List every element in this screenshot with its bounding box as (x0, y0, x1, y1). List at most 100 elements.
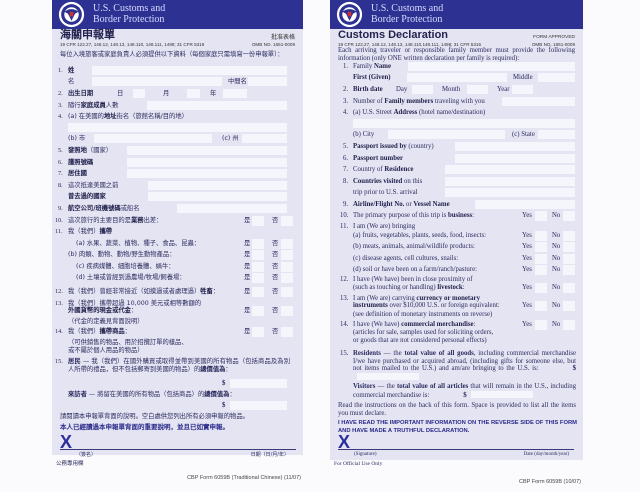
yes-checkbox[interactable] (252, 262, 264, 272)
no-checkbox[interactable] (563, 320, 575, 330)
no-checkbox[interactable] (281, 273, 293, 283)
yes-checkbox[interactable] (535, 254, 547, 264)
text-field[interactable] (92, 77, 222, 86)
bold-text: 家庭成員 (80, 102, 106, 109)
no-label: 否 (272, 288, 279, 295)
truthful-declaration-statement: I HAVE READ THE IMPORTANT INFORMATION ON… (338, 420, 577, 434)
bold-text: Family members (384, 98, 434, 105)
no-checkbox[interactable] (281, 239, 293, 249)
yes-checkbox[interactable] (535, 242, 547, 252)
no-checkbox[interactable] (281, 287, 293, 297)
no-checkbox[interactable] (281, 216, 293, 226)
text: 街名（旅館名稱/目的地） (116, 113, 188, 120)
no-checkbox[interactable] (563, 211, 575, 221)
text-field[interactable] (353, 119, 575, 128)
text-field[interactable] (388, 130, 505, 139)
text-field[interactable] (92, 66, 287, 75)
text-field[interactable] (127, 158, 287, 167)
question-number: 11. (55, 228, 63, 235)
text-field[interactable] (538, 73, 575, 82)
text-field[interactable] (68, 123, 287, 132)
yes-checkbox[interactable] (252, 250, 264, 260)
text-field[interactable] (475, 200, 575, 209)
no-checkbox[interactable] (563, 231, 575, 241)
text-field[interactable] (412, 85, 433, 94)
question-label: The primary purpose of this trip is busi… (353, 212, 474, 220)
text-field[interactable] (455, 154, 575, 163)
no-checkbox[interactable] (563, 242, 575, 252)
text-field[interactable] (177, 204, 287, 213)
text-field[interactable] (148, 192, 287, 201)
residents-value-field[interactable] (230, 379, 287, 388)
question-label: 我（我們）曾經非常接近（如摸過或者處理過）牲畜： (68, 288, 219, 296)
text-field[interactable] (407, 73, 507, 82)
no-checkbox[interactable] (281, 327, 293, 337)
header-band: U.S. Customs and Border Protection (52, 0, 303, 29)
text-field[interactable] (512, 85, 533, 94)
text-field[interactable] (455, 142, 575, 151)
question-label: (a) 水果、蔬菜、植物、種子、食品、昆蟲： (76, 240, 200, 248)
residents-value-field[interactable] (357, 372, 419, 380)
field-sublabel: Middle (513, 74, 533, 81)
no-checkbox[interactable] (563, 301, 575, 311)
text-field[interactable] (467, 85, 488, 94)
yes-checkbox[interactable] (252, 273, 264, 283)
visitors-value-field[interactable] (470, 390, 533, 398)
text-field[interactable] (242, 134, 287, 143)
bold-text: 攜帶商品 (99, 328, 125, 335)
no-checkbox[interactable] (281, 306, 293, 316)
text: traveling with you (433, 98, 485, 105)
question-label: (articles for sale, samples used for sol… (353, 329, 493, 337)
yes-checkbox[interactable] (252, 306, 264, 316)
text-field[interactable] (223, 89, 247, 98)
no-checkbox[interactable] (281, 262, 293, 272)
no-checkbox[interactable] (563, 265, 575, 275)
question-number: 4. (58, 113, 63, 120)
text-field[interactable] (147, 101, 287, 110)
text-field[interactable] (248, 77, 287, 86)
text-field[interactable] (502, 97, 575, 106)
form-instructions-intro: Each arriving traveler or responsible fa… (338, 47, 575, 62)
bold-text: 居住國 (68, 170, 87, 177)
text: trip prior to U.S. arrival (353, 189, 418, 196)
yes-checkbox[interactable] (535, 301, 547, 311)
text: — the (380, 350, 405, 357)
yes-checkbox[interactable] (535, 211, 547, 221)
text-field[interactable] (127, 146, 287, 155)
yes-checkbox[interactable] (535, 231, 547, 241)
text-field[interactable] (187, 89, 200, 98)
question-label: 這次抵達美國之前 (68, 182, 118, 190)
text-field[interactable] (408, 62, 575, 71)
text: — 我（我們）在國外購買或取得並帶到美國的所有物品（包括商品及為別人所帶的禮品，… (68, 358, 290, 373)
yes-checkbox[interactable] (252, 287, 264, 297)
text-field[interactable] (445, 188, 575, 197)
yes-checkbox[interactable] (252, 239, 264, 249)
question-label: trip prior to U.S. arrival (353, 189, 418, 197)
text-field[interactable] (538, 130, 575, 139)
yes-checkbox[interactable] (535, 265, 547, 275)
text-field[interactable] (148, 181, 287, 190)
visitors-value-field[interactable] (230, 401, 287, 410)
no-checkbox[interactable] (563, 254, 575, 264)
no-checkbox[interactable] (281, 250, 293, 260)
text-field[interactable] (133, 89, 145, 98)
text-field[interactable] (127, 169, 287, 178)
no-checkbox[interactable] (563, 283, 575, 293)
yes-checkbox[interactable] (535, 283, 547, 293)
text-field[interactable] (445, 177, 575, 186)
bold-text: 總價值為 (204, 391, 230, 398)
bold-text: business (447, 212, 473, 219)
text-field[interactable] (94, 134, 212, 143)
text: (b) meats, animals, animal/wildlife prod… (353, 243, 475, 250)
field-sublabel: (c) State (512, 131, 535, 138)
signature-label: （簽名） (76, 452, 97, 458)
text: (a) U.S. Street (353, 109, 394, 116)
text: , including commercial merchandise I/we … (353, 350, 576, 373)
question-label: or goods that are not considered persona… (353, 337, 487, 345)
yes-checkbox[interactable] (252, 327, 264, 337)
text-field[interactable] (445, 165, 575, 174)
signature-line[interactable] (60, 449, 296, 450)
yes-checkbox[interactable] (535, 320, 547, 330)
yes-checkbox[interactable] (252, 216, 264, 226)
signature-line[interactable] (338, 449, 574, 450)
